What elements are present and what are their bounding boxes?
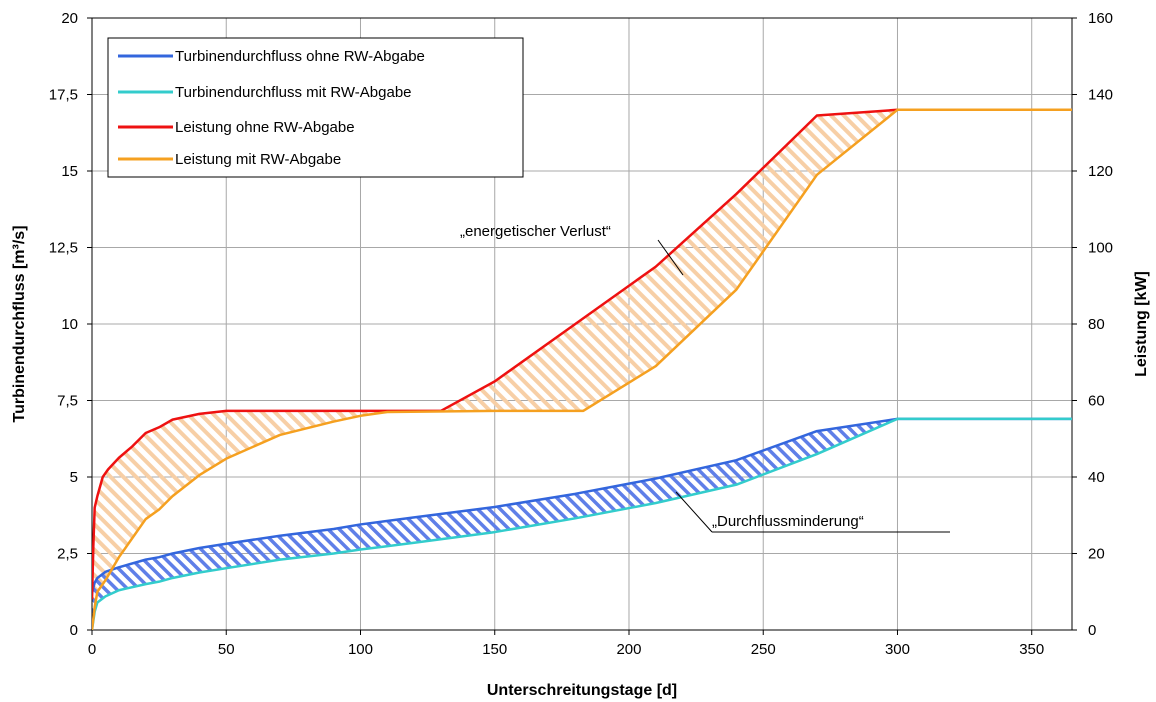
hatched-areas xyxy=(92,109,1072,630)
y-left-tick-label-4: 10 xyxy=(61,316,78,333)
series-line-3 xyxy=(92,108,1072,630)
x-tick-label-6: 300 xyxy=(885,641,910,658)
y-right-axis-title: Leistung [kW] xyxy=(1133,271,1150,377)
y-left-tick-label-1: 2,5 xyxy=(57,546,78,563)
annotation-flow-reduction-text: „Durchflussminderung“ xyxy=(712,513,864,530)
y-left-axis-title: Turbinendurchfluss [m³/s] xyxy=(11,225,28,422)
y-left-tick-label-7: 17,5 xyxy=(49,87,78,104)
y-left-tick-label-5: 12,5 xyxy=(49,240,78,257)
legend-label-2: Leistung ohne RW-Abgabe xyxy=(175,119,355,136)
hatch-energy-loss xyxy=(92,109,1072,630)
x-tick-label-0: 0 xyxy=(88,641,96,658)
legend-label-0: Turbinendurchfluss ohne RW-Abgabe xyxy=(175,48,425,65)
series-line-1 xyxy=(92,417,1072,630)
series-lines xyxy=(92,108,1072,630)
annotation-energy-loss: „energetischer Verlust“ xyxy=(460,223,684,276)
x-tick-label-7: 350 xyxy=(1019,641,1044,658)
y-left-tick-label-0: 0 xyxy=(70,622,78,639)
legend-box xyxy=(107,37,524,178)
x-tick-label-1: 50 xyxy=(218,641,235,658)
legend-label-1: Turbinendurchfluss mit RW-Abgabe xyxy=(175,84,412,101)
legend: Turbinendurchfluss ohne RW-Abgabe Turbin… xyxy=(107,37,524,178)
y-left-tick-label-8: 20 xyxy=(61,10,78,27)
y-right-tick-label-7: 140 xyxy=(1088,87,1113,104)
y-right-tick-label-3: 60 xyxy=(1088,393,1105,410)
x-tick-label-3: 150 xyxy=(482,641,507,658)
x-tick-label-4: 200 xyxy=(616,641,641,658)
y-right-tick-label-4: 80 xyxy=(1088,316,1105,333)
x-axis-ticks: 0 50 100 150 200 250 300 350 xyxy=(88,630,1044,658)
y-right-tick-label-2: 40 xyxy=(1088,469,1105,486)
x-tick-label-5: 250 xyxy=(751,641,776,658)
legend-label-3: Leistung mit RW-Abgabe xyxy=(175,151,341,168)
annotation-energy-loss-text: „energetischer Verlust“ xyxy=(460,223,611,240)
y-right-tick-label-6: 120 xyxy=(1088,163,1113,180)
y-left-axis-ticks: 0 2,5 5 7,5 10 12,5 15 17,5 20 xyxy=(49,10,92,639)
y-right-axis-ticks: 0 20 40 60 80 100 120 140 160 xyxy=(1072,10,1113,639)
annotation-flow-reduction: „Durchflussminderung“ xyxy=(675,491,950,533)
gridlines xyxy=(92,18,1072,630)
y-right-tick-label-5: 100 xyxy=(1088,240,1113,257)
y-left-tick-label-3: 7,5 xyxy=(57,393,78,410)
series-line-2 xyxy=(92,108,1072,600)
x-axis-title: Unterschreitungstage [d] xyxy=(487,682,677,699)
x-tick-label-2: 100 xyxy=(348,641,373,658)
y-right-tick-label-8: 160 xyxy=(1088,10,1113,27)
y-right-tick-label-0: 0 xyxy=(1088,622,1096,639)
y-left-tick-label-2: 5 xyxy=(70,469,78,486)
y-left-tick-label-6: 15 xyxy=(61,163,78,180)
y-right-tick-label-1: 20 xyxy=(1088,546,1105,563)
